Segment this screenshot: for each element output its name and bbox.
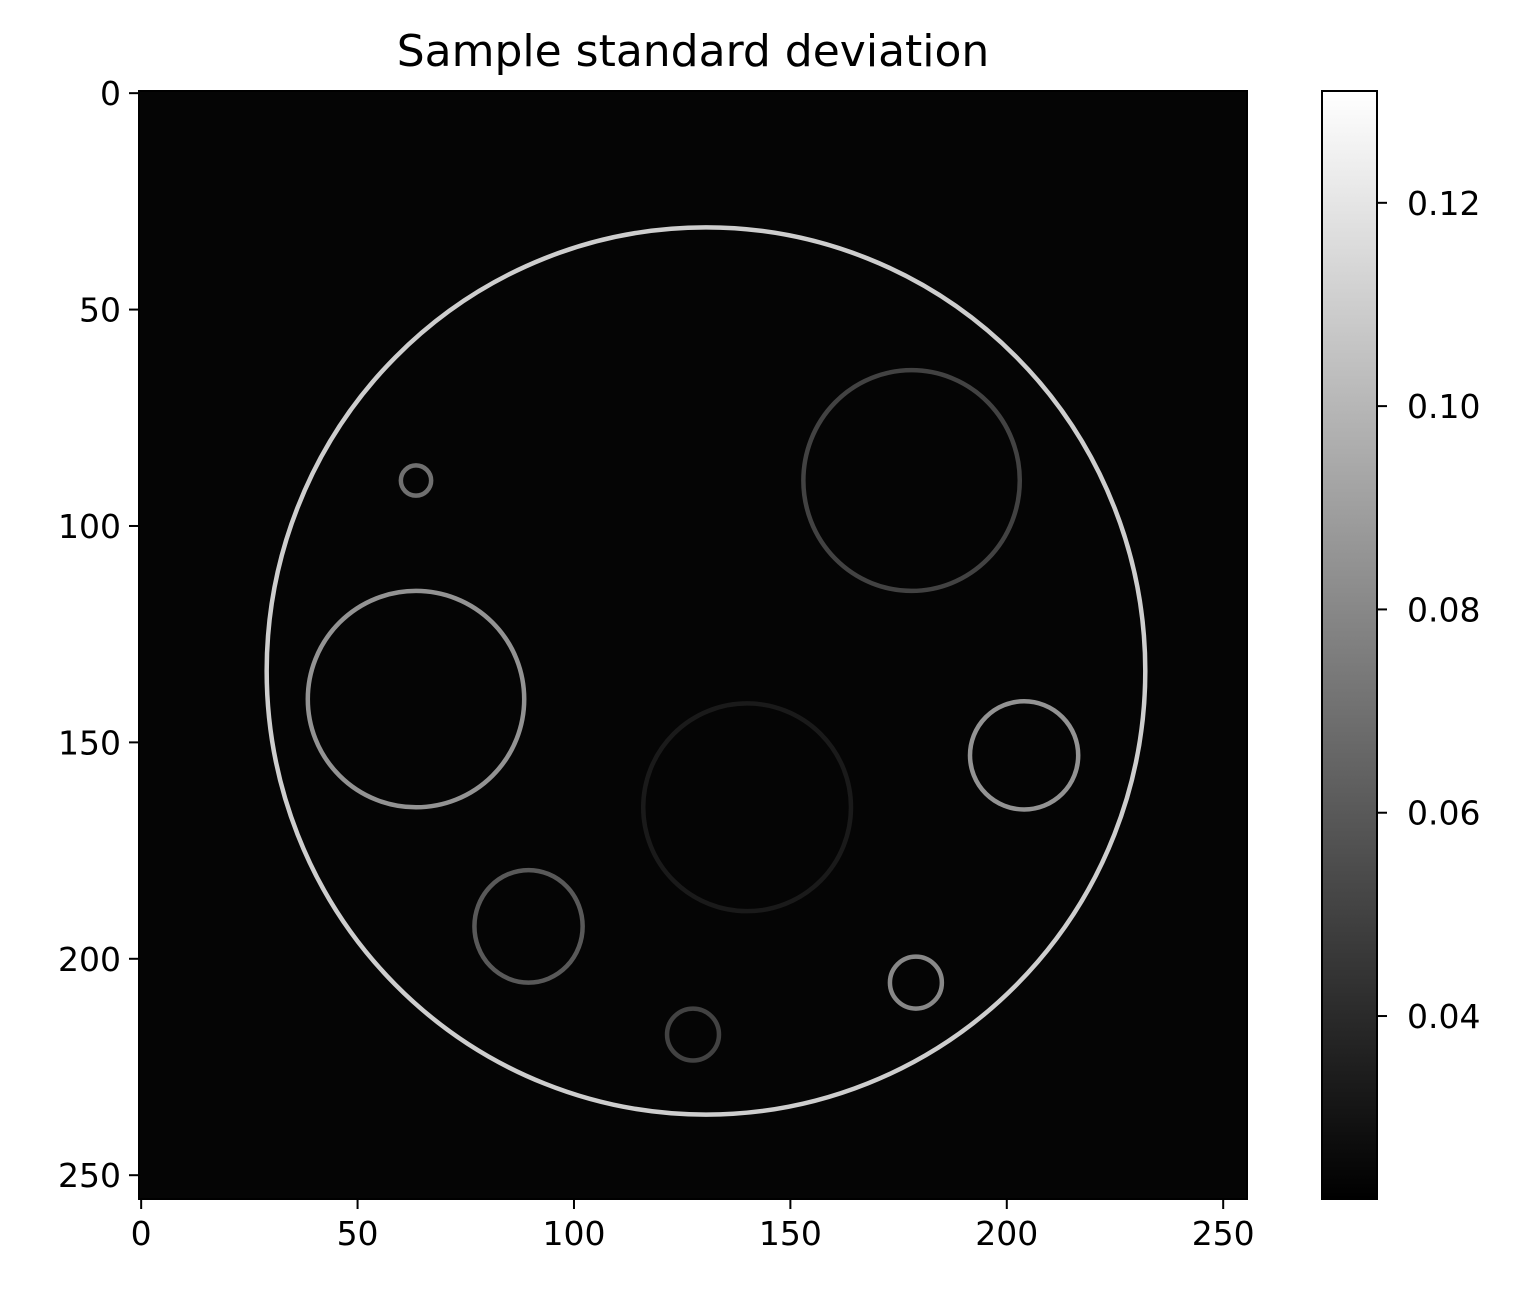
colorbar-gradient (1321, 90, 1378, 1200)
ring-lower-left-medium (472, 867, 585, 985)
x-axis: 0 50 100 150 200 250 (131, 1199, 1255, 1253)
y-tick-label: 100 (58, 507, 121, 546)
colorbar: 0.04 0.06 0.08 0.10 0.12 (1321, 90, 1480, 1200)
y-tick-label: 50 (79, 291, 121, 330)
ring-tiny-upper-left (398, 463, 434, 498)
colorbar-tick-label: 0.10 (1407, 387, 1480, 426)
y-tick-label: 200 (58, 940, 121, 979)
ring-lower-right-small (887, 954, 945, 1011)
x-tick-label: 150 (759, 1214, 822, 1253)
plot-frame (138, 90, 1248, 1200)
colorbar-tick-label: 0.04 (1407, 997, 1480, 1036)
y-axis: 0 50 100 150 200 250 (58, 74, 139, 1195)
ring-bottom-small (664, 1006, 722, 1063)
ring-right-medium (967, 699, 1081, 812)
y-tick-label: 250 (58, 1156, 121, 1195)
rings-layer (264, 225, 1148, 1117)
ring-outer-boundary (264, 225, 1148, 1117)
ring-center-faint (640, 701, 854, 914)
colorbar-tick-label: 0.06 (1407, 794, 1480, 833)
y-tick-label: 150 (58, 723, 121, 762)
colorbar-tick-label: 0.12 (1407, 184, 1480, 223)
chart-title: Sample standard deviation (397, 26, 990, 77)
ring-upper-right-large (801, 367, 1023, 594)
image-background (139, 91, 1247, 1199)
colorbar-tick-label: 0.08 (1407, 590, 1480, 629)
ring-left-large (305, 588, 527, 810)
x-tick-label: 250 (1192, 1214, 1255, 1253)
plot-area (138, 90, 1248, 1200)
x-tick-label: 0 (131, 1214, 152, 1253)
x-tick-label: 200 (975, 1214, 1038, 1253)
x-tick-label: 100 (542, 1214, 605, 1253)
colorbar-ticks: 0.04 0.06 0.08 0.10 0.12 (1377, 184, 1480, 1036)
y-tick-label: 0 (100, 74, 121, 113)
x-tick-label: 50 (337, 1214, 379, 1253)
